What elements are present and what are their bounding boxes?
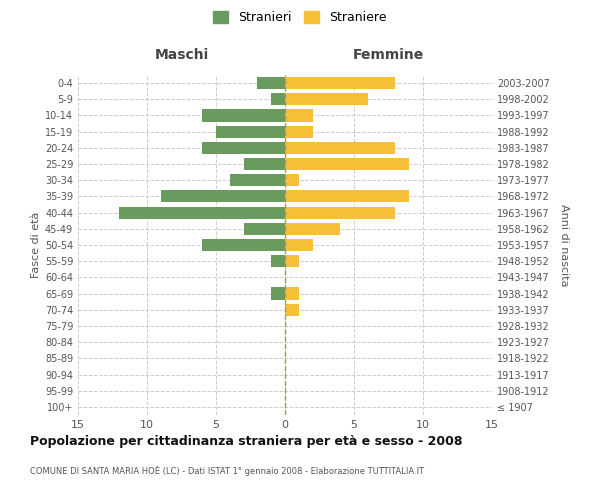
- Bar: [285, 126, 313, 138]
- Bar: [202, 239, 285, 251]
- Bar: [285, 304, 299, 316]
- Bar: [285, 222, 340, 235]
- Bar: [216, 126, 285, 138]
- Bar: [285, 77, 395, 89]
- Bar: [271, 255, 285, 268]
- Bar: [285, 190, 409, 202]
- Bar: [202, 110, 285, 122]
- Y-axis label: Anni di nascita: Anni di nascita: [559, 204, 569, 286]
- Bar: [285, 93, 368, 106]
- Bar: [285, 110, 313, 122]
- Bar: [202, 142, 285, 154]
- Legend: Stranieri, Straniere: Stranieri, Straniere: [208, 6, 392, 29]
- Bar: [271, 288, 285, 300]
- Bar: [285, 239, 313, 251]
- Bar: [244, 158, 285, 170]
- Bar: [285, 288, 299, 300]
- Y-axis label: Fasce di età: Fasce di età: [31, 212, 41, 278]
- Bar: [285, 206, 395, 218]
- Text: Popolazione per cittadinanza straniera per età e sesso - 2008: Popolazione per cittadinanza straniera p…: [30, 435, 463, 448]
- Bar: [161, 190, 285, 202]
- Bar: [244, 222, 285, 235]
- Bar: [285, 255, 299, 268]
- Bar: [285, 142, 395, 154]
- Text: Maschi: Maschi: [154, 48, 209, 62]
- Bar: [285, 158, 409, 170]
- Bar: [257, 77, 285, 89]
- Text: Femmine: Femmine: [353, 48, 424, 62]
- Bar: [230, 174, 285, 186]
- Bar: [119, 206, 285, 218]
- Text: COMUNE DI SANTA MARIA HOÈ (LC) - Dati ISTAT 1° gennaio 2008 - Elaborazione TUTTI: COMUNE DI SANTA MARIA HOÈ (LC) - Dati IS…: [30, 465, 424, 475]
- Bar: [271, 93, 285, 106]
- Bar: [285, 174, 299, 186]
